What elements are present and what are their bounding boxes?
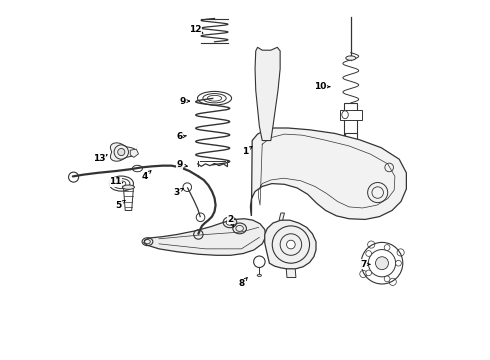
Polygon shape <box>265 220 316 269</box>
Text: 3: 3 <box>174 188 183 197</box>
Polygon shape <box>279 213 285 220</box>
Polygon shape <box>130 149 139 157</box>
Text: 7: 7 <box>360 260 370 269</box>
Polygon shape <box>144 219 266 255</box>
Text: 6: 6 <box>176 132 186 141</box>
Polygon shape <box>110 143 137 161</box>
Text: 13: 13 <box>94 154 107 163</box>
Text: 12: 12 <box>189 25 203 34</box>
Ellipse shape <box>122 185 134 189</box>
Text: 5: 5 <box>116 200 125 210</box>
Text: 11: 11 <box>109 177 123 186</box>
Text: 8: 8 <box>238 278 247 288</box>
Circle shape <box>384 245 390 250</box>
Text: 1: 1 <box>242 147 252 156</box>
Circle shape <box>366 251 371 256</box>
Polygon shape <box>255 47 280 140</box>
Bar <box>340 110 362 120</box>
Circle shape <box>287 240 295 249</box>
Text: 10: 10 <box>314 82 330 91</box>
Circle shape <box>384 276 390 282</box>
Text: 9: 9 <box>179 96 190 105</box>
Ellipse shape <box>257 274 262 276</box>
Circle shape <box>375 257 389 270</box>
Ellipse shape <box>342 111 348 119</box>
Polygon shape <box>123 187 133 211</box>
Ellipse shape <box>346 56 356 60</box>
Text: 9: 9 <box>176 161 187 170</box>
Text: 2: 2 <box>227 215 234 227</box>
Bar <box>345 134 357 180</box>
Polygon shape <box>286 269 296 278</box>
Circle shape <box>395 260 401 266</box>
Bar <box>344 103 357 135</box>
Circle shape <box>366 270 371 276</box>
Ellipse shape <box>117 181 126 186</box>
Text: 4: 4 <box>142 171 151 181</box>
Circle shape <box>118 148 125 156</box>
Polygon shape <box>250 128 406 220</box>
